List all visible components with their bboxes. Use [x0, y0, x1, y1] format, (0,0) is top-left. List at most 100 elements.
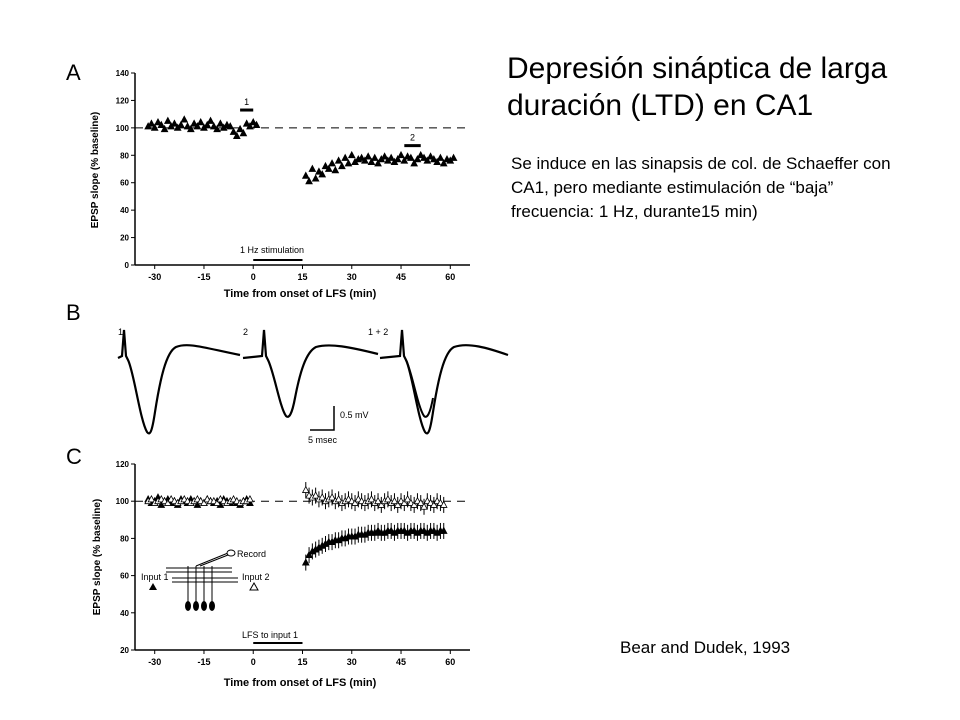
panel-c-xticks: -30 -15 0 15 30 45 60: [148, 650, 455, 667]
data-point: [344, 159, 353, 167]
panel-b-letter: B: [66, 300, 81, 325]
scale-bar-lines: [310, 406, 335, 431]
data-point: [216, 119, 225, 127]
data-point: [397, 150, 405, 159]
data-point: [377, 500, 386, 508]
x-tick-label: 15: [297, 657, 307, 667]
data-point: [177, 120, 185, 129]
data-point: [328, 493, 336, 501]
y-tick-label: 80: [120, 534, 129, 543]
y-tick-label: 80: [120, 151, 129, 160]
data-point: [305, 550, 313, 559]
data-point: [213, 498, 221, 506]
data-point: [430, 155, 438, 163]
data-point: [407, 153, 415, 161]
y-tick-label: 20: [120, 234, 129, 243]
inset-lines: [166, 552, 238, 604]
panel-b: B 1 2 1 + 2 5 msec 0.5 mV: [66, 300, 509, 445]
inset-record-label: Record: [237, 549, 266, 559]
data-point: [430, 500, 438, 508]
period-mark-label: 1: [244, 97, 249, 107]
x-tick-label: 0: [251, 657, 256, 667]
data-point: [367, 157, 376, 166]
y-tick-label: 20: [120, 646, 129, 655]
data-point: [420, 502, 428, 510]
x-tick-label: 0: [251, 272, 256, 282]
slide-description: Se induce en las sinapsis de col. de Sch…: [511, 154, 891, 221]
x-tick-label: 30: [347, 657, 357, 667]
data-point: [318, 493, 327, 501]
y-tick-label: 60: [120, 179, 129, 188]
data-point: [157, 500, 166, 508]
y-tick-label: 40: [120, 609, 129, 618]
data-point: [190, 119, 198, 127]
panel-a-yticks: 0 20 40 60 80 100 120 140: [116, 69, 135, 270]
data-point: [361, 156, 369, 164]
scale-bar-y-label: 0.5 mV: [340, 410, 369, 420]
x-tick-label: 60: [445, 657, 455, 667]
data-point: [196, 118, 205, 126]
trace-1: [117, 329, 241, 435]
y-tick-label: 0: [125, 261, 130, 270]
data-point: [193, 500, 202, 508]
data-point: [420, 153, 428, 161]
data-point: [439, 500, 448, 508]
data-point: [347, 150, 356, 159]
inset-cell-3: [201, 601, 207, 611]
panel-c-letter: C: [66, 444, 82, 469]
inset-cell-2: [193, 601, 199, 611]
x-tick-label: -30: [148, 272, 161, 282]
data-point: [318, 170, 327, 178]
data-point: [400, 498, 409, 506]
panel-c-xlabel: Time from onset of LFS (min): [224, 677, 377, 689]
inset-electrode: [226, 549, 236, 557]
x-tick-label: -30: [148, 657, 161, 667]
data-point: [436, 153, 445, 161]
data-point: [324, 164, 333, 172]
trace-1-2-a: [379, 329, 509, 435]
data-point: [393, 500, 402, 508]
data-point: [351, 498, 359, 506]
y-tick-label: 100: [116, 497, 130, 506]
panel-a-letter: A: [66, 60, 81, 85]
data-point: [380, 152, 389, 160]
data-point: [183, 122, 192, 130]
data-point: [433, 157, 442, 166]
panel-a-ylabel: EPSP slope (% baseline): [90, 112, 101, 229]
data-point: [200, 498, 208, 506]
x-tick-label: -15: [197, 657, 210, 667]
data-point: [400, 156, 409, 164]
data-point: [213, 124, 221, 133]
trace-1-2-b: [405, 359, 434, 418]
scale-bar-x-label: 5 msec: [308, 435, 338, 445]
data-point: [357, 153, 366, 161]
data-point: [246, 122, 254, 130]
data-point: [154, 118, 162, 126]
panel-c-ylabel: EPSP slope (% baseline): [92, 499, 103, 616]
y-tick-label: 40: [120, 206, 129, 215]
data-point: [239, 128, 248, 137]
data-point: [364, 152, 373, 160]
panel-c-stim-label: LFS to input 1: [242, 630, 298, 640]
data-point: [416, 498, 425, 506]
x-tick-label: 30: [347, 272, 357, 282]
data-point: [393, 155, 402, 163]
data-point: [321, 161, 330, 170]
data-point: [387, 153, 396, 161]
data-point: [328, 159, 336, 167]
data-point: [193, 122, 202, 130]
data-point: [157, 120, 166, 129]
scale-bar: 5 msec 0.5 mV: [308, 406, 369, 445]
inset-cell-4: [209, 601, 215, 611]
period-mark-label: 2: [410, 133, 415, 143]
data-point: [390, 496, 399, 505]
data-point: [374, 496, 382, 505]
x-tick-label: 60: [445, 272, 455, 282]
data-point: [416, 150, 425, 159]
data-point: [410, 500, 419, 508]
inset-input1-label: Input 1: [141, 572, 169, 582]
y-tick-label: 60: [120, 572, 129, 581]
data-point: [170, 119, 179, 127]
trace-label-2: 2: [243, 327, 248, 337]
